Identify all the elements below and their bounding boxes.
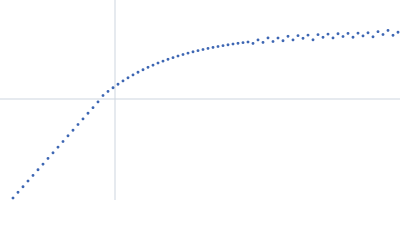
point: [196, 49, 200, 52]
point: [61, 140, 65, 143]
point: [66, 134, 70, 138]
point: [371, 35, 375, 39]
point: [356, 31, 360, 35]
point: [281, 39, 285, 43]
point: [181, 53, 185, 56]
point: [141, 68, 145, 72]
point: [361, 34, 365, 38]
point: [171, 56, 175, 59]
point: [291, 38, 295, 42]
point: [91, 106, 95, 109]
point: [56, 145, 60, 149]
point: [121, 79, 125, 83]
point: [226, 43, 230, 47]
point: [36, 168, 40, 172]
point: [261, 41, 265, 44]
point: [211, 46, 215, 49]
point: [286, 34, 290, 38]
point: [231, 42, 235, 46]
point: [251, 42, 255, 45]
point: [396, 30, 400, 34]
point: [266, 36, 270, 40]
point: [176, 54, 180, 58]
point: [276, 36, 280, 40]
point: [326, 32, 330, 36]
point: [246, 40, 250, 44]
chart: [0, 0, 400, 200]
point: [51, 151, 55, 155]
point: [376, 30, 380, 33]
point: [346, 32, 350, 35]
point: [201, 48, 205, 51]
point: [101, 94, 105, 97]
point: [351, 35, 355, 39]
point: [41, 162, 45, 166]
point: [71, 128, 75, 132]
point: [301, 36, 305, 40]
point: [321, 35, 325, 39]
point: [221, 44, 225, 47]
point: [111, 86, 115, 90]
point: [131, 73, 135, 77]
point: [31, 174, 35, 177]
point: [81, 117, 85, 121]
point: [156, 61, 160, 65]
point: [341, 35, 345, 38]
point: [166, 57, 170, 61]
point: [16, 190, 20, 194]
point: [331, 36, 335, 40]
point: [21, 185, 25, 189]
point: [316, 33, 320, 36]
point: [386, 29, 390, 32]
point: [206, 47, 210, 50]
point: [306, 33, 310, 37]
point: [296, 34, 300, 37]
point: [366, 31, 370, 35]
point: [191, 50, 195, 54]
point: [126, 76, 130, 80]
point: [271, 40, 275, 43]
point: [391, 33, 395, 37]
point: [106, 90, 110, 93]
point: [46, 157, 50, 160]
point: [186, 51, 190, 55]
point: [116, 82, 120, 86]
point: [76, 123, 80, 126]
point: [26, 179, 30, 183]
point: [216, 45, 220, 48]
point: [96, 100, 100, 104]
point: [241, 41, 245, 44]
point: [236, 41, 240, 45]
point: [136, 70, 140, 74]
point: [336, 32, 340, 36]
point: [311, 38, 315, 42]
point: [86, 111, 90, 115]
point: [381, 33, 385, 36]
point: [146, 65, 150, 69]
point: [256, 38, 260, 42]
point: [11, 196, 15, 200]
point: [161, 59, 165, 63]
point: [151, 63, 155, 67]
